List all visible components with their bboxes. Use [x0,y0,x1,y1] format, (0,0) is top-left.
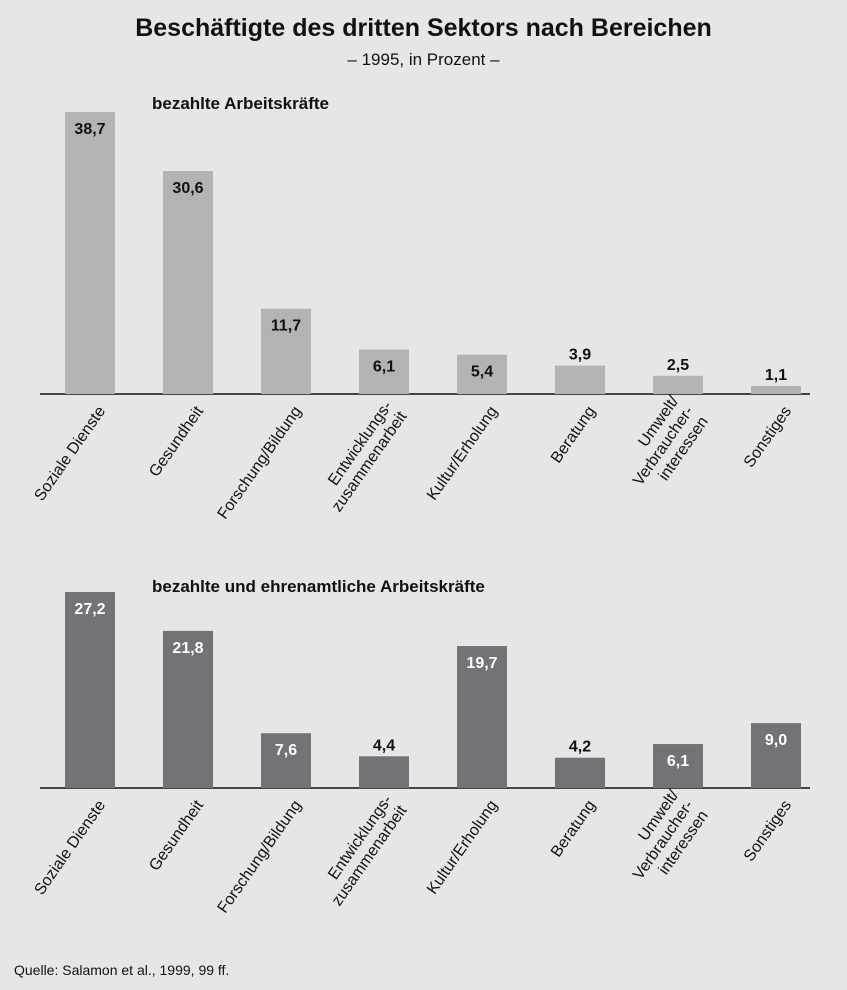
category-label-forschung-bildung: Forschung/Bildung [215,403,305,522]
value-label-soziale-dienste: 38,7 [74,121,105,138]
source-note: Quelle: Salamon et al., 1999, 99 ff. [14,962,230,978]
category-label-soziale-dienste: Soziale Dienste [31,797,109,898]
category-label-kultur-erholung: Kultur/Erholung [424,797,501,897]
category-label-entwicklungszusammenarbeit: Entwicklungs-zusammenarbeit [325,398,411,515]
category-label-umwelt-verbraucherinteressen: Umwelt/Verbraucher-interessen [630,393,712,489]
value-label-beratung: 3,9 [569,347,591,364]
category-label-umwelt-verbraucherinteressen: Umwelt/Verbraucher-interessen [630,787,712,883]
bar-chart-paid-volunteer: 27,2 Soziale Dienste 21,8 Gesundheit 7,6 Fors… [31,592,810,916]
value-label-forschung-bildung: 11,7 [271,318,301,335]
bar-gesundheit [163,171,213,394]
category-label-kultur-erholung: Kultur/Erholung [424,403,501,503]
category-label-entwicklungszusammenarbeit: Entwicklungs-zusammenarbeit [325,792,411,909]
bar-gesundheit [163,630,213,788]
category-label-gesundheit: Gesundheit [146,797,207,874]
panel-title-paid-volunteer: bezahlte und ehrenamtliche Arbeitskräfte [152,577,485,596]
value-label-gesundheit: 21,8 [172,640,203,657]
bar-sonstiges [751,385,801,394]
bar-soziale-dienste [65,112,115,394]
category-label-line: Soziale Dienste [31,403,109,504]
value-label-kultur-erholung: 19,7 [466,655,497,672]
value-label-beratung: 4,2 [569,739,591,756]
bar-sonstiges [751,723,801,788]
bar-soziale-dienste [65,592,115,788]
category-label-gesundheit: Gesundheit [146,403,207,480]
value-label-forschung-bildung: 7,6 [275,742,297,759]
bar-umwelt-verbraucherinteressen [653,375,703,394]
category-label-line: Kultur/Erholung [424,403,501,503]
category-label-soziale-dienste: Soziale Dienste [31,403,109,504]
value-label-gesundheit: 30,6 [172,180,203,197]
chart-title: Beschäftigte des dritten Sektors nach Be… [135,14,712,42]
category-label-sonstiges: Sonstiges [741,797,795,864]
value-label-kultur-erholung: 5,4 [471,364,493,381]
value-label-umwelt-verbraucherinteressen: 2,5 [667,357,689,374]
category-label-line: Beratung [548,797,599,860]
bar-beratung [555,757,605,788]
category-label-line: Sonstiges [741,797,795,864]
category-label-line: Forschung/Bildung [215,797,305,916]
value-label-umwelt-verbraucherinteressen: 6,1 [667,753,689,770]
category-label-line: Gesundheit [146,403,207,480]
category-label-line: Soziale Dienste [31,797,109,898]
value-label-sonstiges: 1,1 [765,367,787,384]
value-label-entwicklungszusammenarbeit: 6,1 [373,359,395,376]
category-label-line: Forschung/Bildung [215,403,305,522]
bar-forschung-bildung [261,733,311,788]
bar-kultur-erholung [457,646,507,788]
bar-entwicklungszusammenarbeit [359,349,409,394]
value-label-entwicklungszusammenarbeit: 4,4 [373,737,395,754]
category-label-beratung: Beratung [548,797,599,860]
bar-beratung [555,365,605,394]
category-label-beratung: Beratung [548,403,599,466]
category-label-forschung-bildung: Forschung/Bildung [215,797,305,916]
category-label-line: Kultur/Erholung [424,797,501,897]
category-label-line: Beratung [548,403,599,466]
value-label-sonstiges: 9,0 [765,732,787,749]
category-label-line: Gesundheit [146,797,207,874]
chart-subtitle: – 1995, in Prozent – [347,50,500,69]
category-label-line: Sonstiges [741,403,795,470]
bar-chart-paid: 38,7 Soziale Dienste 30,6 Gesundheit 11,7 For… [31,112,810,522]
panel-title-paid: bezahlte Arbeitskräfte [152,94,329,113]
bar-kultur-erholung [457,354,507,394]
category-label-sonstiges: Sonstiges [741,403,795,470]
bar-forschung-bildung [261,308,311,394]
bar-entwicklungszusammenarbeit [359,756,409,788]
bar-umwelt-verbraucherinteressen [653,744,703,788]
value-label-soziale-dienste: 27,2 [74,601,105,618]
